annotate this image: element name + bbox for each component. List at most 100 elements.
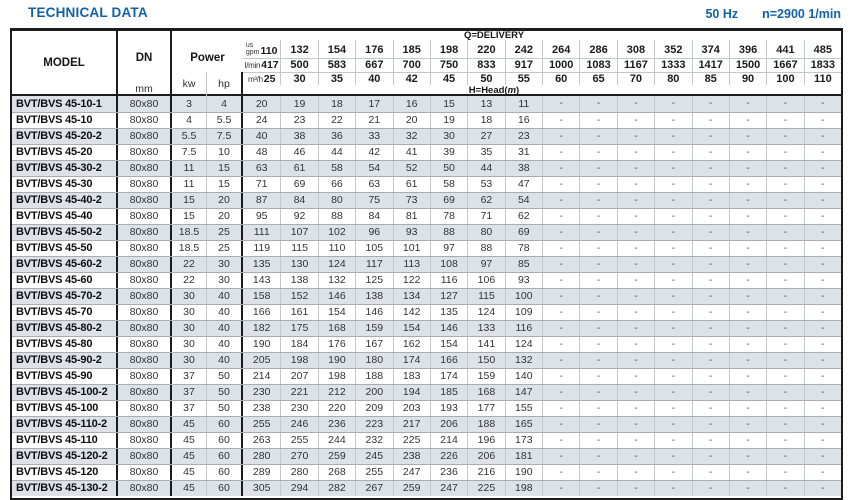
head-value-cell: - [803,257,841,272]
head-value-cell: - [542,193,579,208]
dn-cell: 80x80 [118,129,172,144]
head-value-cell: - [542,177,579,192]
head-value-cell: 105 [355,241,392,256]
table-row: BVT/BVS 45-30-2 80x80 11 15 63 61 58 54 52 50 44 38… [12,160,841,176]
head-value-cell: 270 [280,449,317,464]
model-cell: BVT/BVS 45-120 [12,465,118,480]
head-value-cell: 93 [392,225,430,240]
hp-cell: 15 [207,161,243,176]
table-row: BVT/BVS 45-60 80x80 22 30 143 138 132 125 122 116… [12,272,841,288]
head-value-cell: - [579,289,616,304]
head-value-cell: 18 [317,96,355,112]
head-value-cell: - [542,465,579,480]
hp-cell: 20 [207,193,243,208]
delivery-header-value: 42 [392,72,430,85]
head-value-cell: - [542,161,579,176]
dn-cell: 80x80 [118,337,172,352]
head-value-cell: - [691,481,729,496]
head-value-cell: - [579,433,616,448]
head-value-cell: - [654,289,691,304]
head-value-cell: 40 [255,130,268,143]
head-value-cell: - [691,369,729,384]
model-cell: BVT/BVS 45-30-2 [12,161,118,176]
head-value-cell: 78 [429,209,467,224]
kw-cell: 18.5 [172,241,207,256]
head-value-cell: - [616,305,654,320]
model-cell: BVT/BVS 45-60 [12,273,118,288]
head-value-cell: 146 [429,321,467,336]
head-value-cell: - [542,433,579,448]
head-value-cell: 73 [392,193,430,208]
head-value-cell: - [616,289,654,304]
head-value-cell: - [766,353,803,368]
delivery-header-value: 154 [317,40,355,58]
delivery-header-value: 110 [803,72,841,85]
table-row: BVT/BVS 45-80-2 80x80 30 40 182 175 168 159 154 1… [12,320,841,336]
head-value-cell: - [542,481,579,496]
head-value-cell: - [803,129,841,144]
head-value-cell: - [803,225,841,240]
head-value-cell: 184 [280,337,317,352]
head-value-cell: - [579,305,616,320]
head-value-cell: 140 [504,369,542,384]
head-value-cell: 23 [504,129,542,144]
head-value-cell: - [766,289,803,304]
head-value-cell: 154 [317,305,355,320]
head-value-cell: - [542,145,579,160]
head-value-cell: 185 [429,385,467,400]
head-value-cell: - [616,433,654,448]
kw-unit-label: kw [172,72,207,96]
delivery-header-value: 30 [280,72,318,85]
head-value-cell: - [542,96,579,112]
kw-cell: 3 [172,96,207,112]
dn-cell: 80x80 [118,96,172,112]
head-value-cell: 212 [317,385,355,400]
kw-cell: 11 [172,177,207,192]
hp-cell: 50 [207,401,243,416]
table-row: BVT/BVS 45-40-2 80x80 15 20 87 84 80 75 73 69 62 54… [12,192,841,208]
head-value-cell: 205 [252,354,271,367]
head-value-cell: 116 [504,321,542,336]
model-cell: BVT/BVS 45-120-2 [12,449,118,464]
head-value-cell: 188 [355,369,392,384]
table-row: BVT/BVS 45-30 80x80 11 15 71 69 66 63 61 58 53 47- -… [12,176,841,192]
delivery-group-header: Q=DELIVERY [243,31,841,40]
dn-cell: 80x80 [118,369,172,384]
head-value-cell: - [542,321,579,336]
delivery-header-value: 1417 [691,58,729,72]
head-value-cell: 23 [280,113,317,128]
head-value-cell: 80 [317,193,355,208]
kw-cell: 37 [172,385,207,400]
head-value-cell: - [579,417,616,432]
delivery-header-value: 917 [504,58,542,72]
head-value-cell: - [803,145,841,160]
dn-cell: 80x80 [118,177,172,192]
table-row: BVT/BVS 45-90-2 80x80 30 40 205 198 190 180 174 1… [12,352,841,368]
head-value-cell: 159 [467,369,504,384]
head-value-cell: 20 [392,113,430,128]
model-cell: BVT/BVS 45-100-2 [12,385,118,400]
head-value-cell: 268 [317,465,355,480]
head-value-cell: 100 [504,289,542,304]
kw-cell: 18.5 [172,225,207,240]
head-value-cell: 236 [317,417,355,432]
head-value-cell: 198 [504,481,542,496]
head-value-cell: - [579,321,616,336]
head-value-cell: 35 [467,145,504,160]
head-value-cell: - [616,273,654,288]
head-value-cell: - [542,225,579,240]
head-value-cell: 16 [392,96,430,112]
head-value-cell: - [803,193,841,208]
head-value-cell: - [654,369,691,384]
head-value-cell: 165 [504,417,542,432]
head-value-cell: - [728,401,766,416]
head-value-cell: - [616,145,654,160]
head-value-cell: - [728,321,766,336]
dn-cell: 80x80 [118,225,172,240]
table-row: BVT/BVS 45-20-2 80x80 5.5 7.5 40 38 36 33 32 30 27… [12,128,841,144]
hp-cell: 40 [207,353,243,368]
delivery-header-value: 1833 [803,58,841,72]
operating-specs: 50 Hz n=2900 1/min [705,7,841,21]
head-value-cell: 214 [429,433,467,448]
head-value-cell: - [579,449,616,464]
